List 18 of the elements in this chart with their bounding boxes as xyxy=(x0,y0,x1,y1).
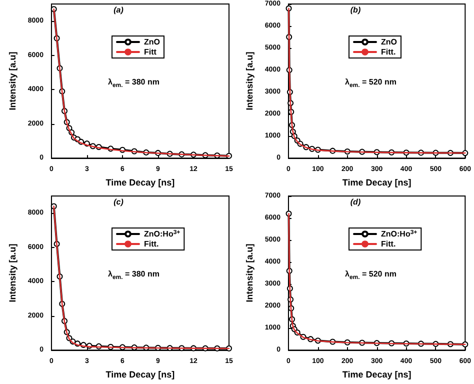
legend-label: ZnO xyxy=(144,38,160,46)
chart-title: (c) xyxy=(114,198,124,206)
chart-title: (b) xyxy=(350,6,361,14)
legend-label: Fitt. xyxy=(381,240,396,248)
legend-label: Fitt. xyxy=(144,240,159,248)
y-axis-title: Intensity [a.u] xyxy=(244,52,254,110)
x-axis-title: Time Decay [ns] xyxy=(342,178,412,188)
chart-title: (d) xyxy=(350,198,361,206)
x-axis-title: Time Decay [ns] xyxy=(342,370,412,380)
x-axis-title: Time Decay [ns] xyxy=(106,178,175,188)
y-axis-title: Intensity [a.u] xyxy=(8,244,18,302)
legend-label: Fitt. xyxy=(381,48,396,56)
x-axis-title: Time Decay [ns] xyxy=(106,370,175,380)
legend-label: ZnO xyxy=(381,38,397,46)
y-axis-title: Intensity [a.u] xyxy=(244,244,254,302)
legend-label: Fitt xyxy=(144,48,157,56)
chart-title: (a) xyxy=(114,6,124,14)
y-axis-title: Intensity [a.u] xyxy=(8,52,18,110)
